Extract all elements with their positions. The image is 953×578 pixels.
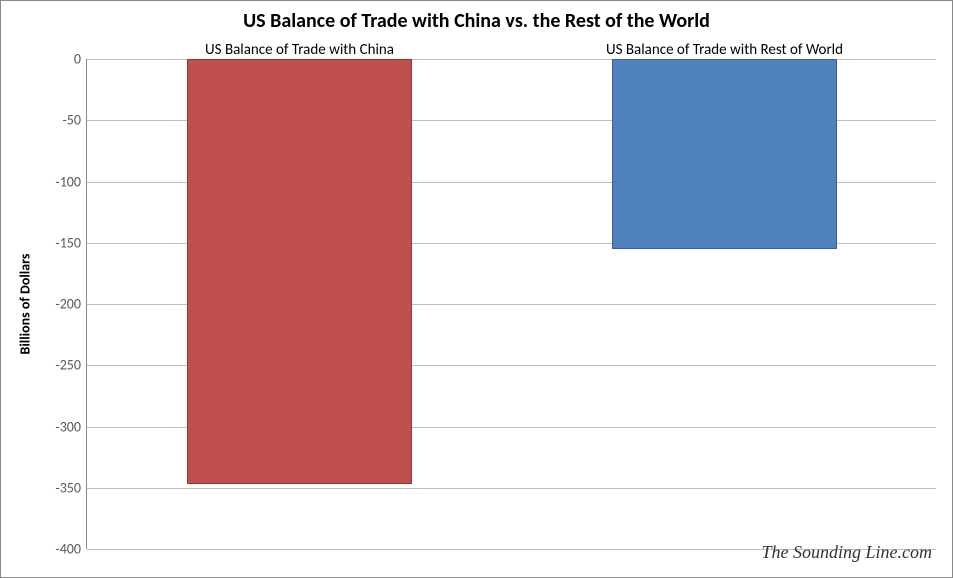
bar-label: US Balance of Trade with China [87, 41, 512, 59]
bar [187, 59, 412, 484]
y-tick-label: -400 [55, 541, 87, 558]
chart-container: US Balance of Trade with China vs. the R… [0, 0, 953, 578]
y-tick-label: -200 [55, 296, 87, 313]
bar [612, 59, 837, 249]
bar-label: US Balance of Trade with Rest of World [512, 41, 937, 59]
y-tick-label: -100 [55, 173, 87, 190]
y-axis-label: Billions of Dollars [17, 253, 34, 354]
y-tick-label: -50 [63, 112, 87, 129]
y-tick-label: -150 [55, 234, 87, 251]
y-tick-label: 0 [74, 51, 87, 68]
footer-attribution: The Sounding Line.com [762, 542, 933, 563]
y-tick-label: -300 [55, 418, 87, 435]
chart-title: US Balance of Trade with China vs. the R… [1, 9, 952, 33]
plot-area: 0-50-100-150-200-250-300-350-400US Balan… [86, 59, 936, 549]
gridline [87, 488, 936, 489]
y-tick-label: -350 [55, 479, 87, 496]
y-tick-label: -250 [55, 357, 87, 374]
